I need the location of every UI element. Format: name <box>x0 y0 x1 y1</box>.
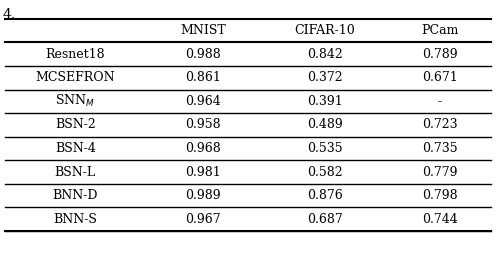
Text: 0.671: 0.671 <box>422 71 458 84</box>
Text: 0.723: 0.723 <box>422 118 458 131</box>
Text: Resnet18: Resnet18 <box>46 48 105 61</box>
Text: 0.861: 0.861 <box>186 71 221 84</box>
Text: BSN-2: BSN-2 <box>55 118 96 131</box>
Text: 0.535: 0.535 <box>307 142 343 155</box>
Text: 0.981: 0.981 <box>186 166 221 178</box>
Text: 0.798: 0.798 <box>422 189 458 202</box>
Text: 0.964: 0.964 <box>186 95 221 108</box>
Text: MCSEFRON: MCSEFRON <box>36 71 115 84</box>
Text: BNN-D: BNN-D <box>53 189 98 202</box>
Text: 0.842: 0.842 <box>307 48 343 61</box>
Text: 0.687: 0.687 <box>307 213 343 226</box>
Text: -: - <box>438 95 442 108</box>
Text: 0.744: 0.744 <box>422 213 458 226</box>
Text: 0.789: 0.789 <box>422 48 458 61</box>
Text: 4.: 4. <box>2 8 15 22</box>
Text: 0.988: 0.988 <box>186 48 221 61</box>
Text: PCam: PCam <box>421 24 459 37</box>
Text: 0.989: 0.989 <box>186 189 221 202</box>
Text: MNIST: MNIST <box>181 24 226 37</box>
Text: 0.779: 0.779 <box>422 166 458 178</box>
Text: 0.582: 0.582 <box>307 166 343 178</box>
Text: BSN-L: BSN-L <box>55 166 96 178</box>
Text: 0.967: 0.967 <box>186 213 221 226</box>
Text: BSN-4: BSN-4 <box>55 142 96 155</box>
Text: SNN$_M$: SNN$_M$ <box>56 93 95 109</box>
Text: 0.489: 0.489 <box>307 118 343 131</box>
Text: CIFAR-10: CIFAR-10 <box>294 24 355 37</box>
Text: BNN-S: BNN-S <box>54 213 97 226</box>
Text: 0.372: 0.372 <box>307 71 343 84</box>
Text: 0.958: 0.958 <box>186 118 221 131</box>
Text: 0.735: 0.735 <box>422 142 458 155</box>
Text: 0.391: 0.391 <box>307 95 343 108</box>
Text: 0.876: 0.876 <box>307 189 343 202</box>
Text: 0.968: 0.968 <box>186 142 221 155</box>
